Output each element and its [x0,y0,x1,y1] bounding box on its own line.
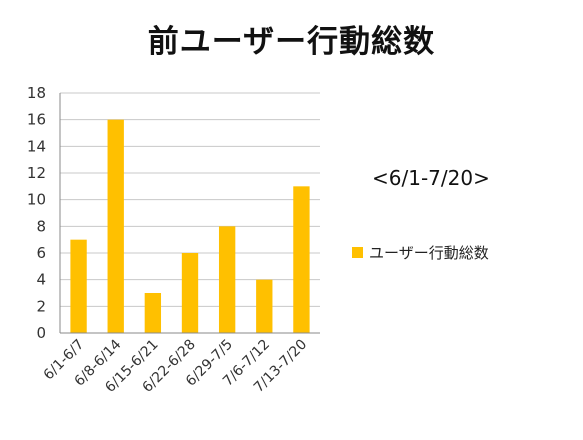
bar-6/15-6/21 [144,293,162,333]
bar-6/8-6/14 [107,119,124,334]
y-tick-label: 16 [27,111,46,129]
y-tick-label: 18 [27,84,46,102]
y-tick-label: 10 [27,191,46,209]
y-tick-label: 0 [36,324,46,342]
bar-7/6-7/12 [256,279,273,333]
y-tick-label: 8 [36,217,46,235]
y-tick-label: 12 [27,164,46,182]
legend: ユーザー行動総数 [352,242,489,263]
bar-6/1-6/7 [70,239,87,333]
legend-label: ユーザー行動総数 [369,244,489,262]
bars [70,119,310,334]
y-tick-label: 4 [36,271,46,289]
y-axis-ticks: 0 2 4 6 8 10 12 14 16 18 [27,84,46,342]
bar-6/29-7/5 [218,226,236,333]
date-range-label: <6/1-7/20> [372,166,490,190]
y-tick-label: 6 [36,244,46,262]
chart-title: 前ユーザー行動総数 [147,24,436,60]
legend-swatch [352,247,363,258]
y-tick-label: 14 [27,137,46,155]
y-tick-label: 2 [36,297,46,315]
x-axis-ticks: 6/1-6/76/8-6/146/15-6/216/22-6/286/29-7/… [41,336,311,395]
bar-6/22-6/28 [181,253,199,333]
bar-7/13-7/20 [293,186,310,333]
